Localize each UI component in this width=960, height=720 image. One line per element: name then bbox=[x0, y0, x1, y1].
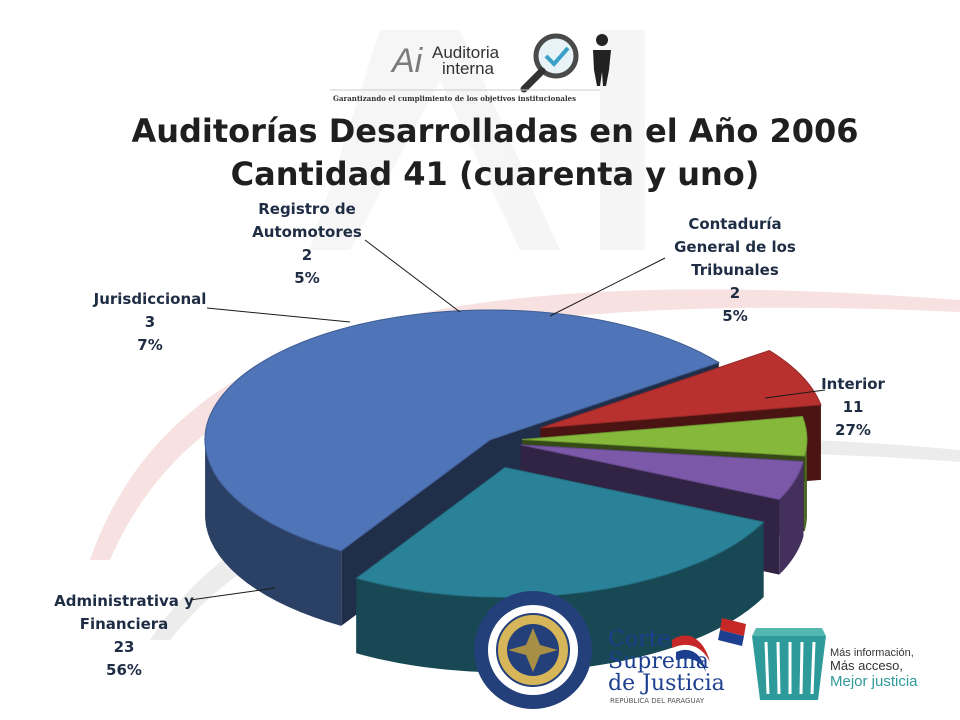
slice-label: Contaduría bbox=[688, 215, 781, 233]
corte-suprema-logo: Corte Suprema de Justicia REPÚBLICA DEL … bbox=[608, 627, 725, 705]
slice-percent: 56% bbox=[106, 661, 142, 679]
court-subline: REPÚBLICA DEL PARAGUAY bbox=[610, 696, 705, 705]
flag-swoosh-icon bbox=[672, 635, 710, 672]
pie-labels: Administrativa yFinanciera2356%Jurisdicc… bbox=[54, 200, 885, 679]
slice-label: Registro de bbox=[258, 200, 356, 218]
pie-slice bbox=[521, 415, 808, 457]
logo-mark: Ai bbox=[390, 42, 424, 80]
slice-value: 11 bbox=[843, 398, 864, 416]
court-line-1: Corte bbox=[608, 627, 670, 652]
slice-label: Administrativa y bbox=[54, 592, 194, 610]
court-line-3: de Justicia bbox=[608, 671, 725, 696]
slice-value: 3 bbox=[145, 313, 155, 331]
magnifier-icon bbox=[520, 33, 579, 93]
slice-percent: 7% bbox=[137, 336, 162, 354]
slice-value: 23 bbox=[114, 638, 135, 656]
mejor-justicia-logo: Más información, Más acceso, Mejor justi… bbox=[718, 618, 918, 700]
leader-line bbox=[189, 587, 276, 601]
pie-chart: Administrativa yFinanciera2356%Jurisdicc… bbox=[54, 200, 885, 679]
slogan-line-1: Más información, bbox=[830, 647, 914, 659]
leader-line bbox=[206, 307, 351, 323]
oas-seal-logo bbox=[474, 591, 592, 709]
leader-line bbox=[764, 389, 826, 399]
leader-line bbox=[549, 257, 666, 317]
chart-subtitle: Cantidad 41 (cuarenta y uno) bbox=[230, 155, 760, 193]
slice-percent: 5% bbox=[294, 269, 319, 287]
logo-tagline: Garantizando el cumplimiento de los obje… bbox=[333, 94, 576, 103]
slice-label: Financiera bbox=[80, 615, 169, 633]
slice-label: Automotores bbox=[252, 223, 362, 241]
slice-percent: 5% bbox=[722, 307, 747, 325]
slice-label: General de los bbox=[674, 238, 796, 256]
slice-label: Tribunales bbox=[691, 261, 779, 279]
slogan-line-2: Más acceso, bbox=[830, 658, 903, 673]
slice-value: 2 bbox=[730, 284, 740, 302]
slogan-line-3: Mejor justicia bbox=[830, 673, 918, 690]
auditoria-interna-logo: Ai Auditoria interna Garantizando el cum… bbox=[330, 33, 611, 103]
courthouse-basket-icon bbox=[752, 628, 826, 700]
pie-slice bbox=[520, 444, 805, 501]
pie-slices bbox=[204, 309, 822, 598]
slice-value: 2 bbox=[302, 246, 312, 264]
businessman-icon bbox=[593, 34, 611, 86]
slice-label: Jurisdiccional bbox=[93, 290, 207, 308]
leader-line bbox=[364, 239, 461, 313]
slice-label: Interior bbox=[821, 375, 885, 393]
slice-percent: 27% bbox=[835, 421, 871, 439]
pie-slice bbox=[540, 349, 822, 429]
flag-icon bbox=[718, 618, 746, 646]
pie-slice bbox=[355, 466, 765, 598]
chart-title: Auditorías Desarrolladas en el Año 2006 bbox=[131, 112, 859, 150]
pie-slice bbox=[204, 309, 721, 552]
logo-word-interna: interna bbox=[442, 59, 495, 78]
logo-word-auditoria: Auditoria bbox=[432, 43, 500, 62]
